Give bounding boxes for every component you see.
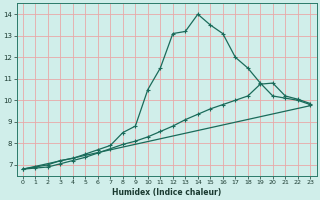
X-axis label: Humidex (Indice chaleur): Humidex (Indice chaleur): [112, 188, 221, 197]
